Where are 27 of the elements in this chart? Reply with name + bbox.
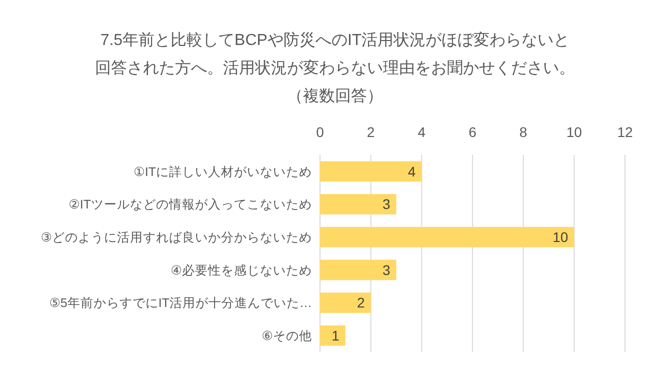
chart-subtitle: （複数回答） [287,87,383,105]
x-tick-label: 10 [566,124,582,140]
x-tick-label: 6 [468,124,477,140]
data-label: 2 [357,294,366,311]
y-tick-label: ⑥その他 [262,328,312,343]
bar [320,325,346,346]
x-tick-label: 8 [519,124,528,140]
y-tick-label: ①ITに詳しい人材がいないため [134,164,312,179]
bar [320,260,396,280]
y-tick-label: ④必要性を感じないため [170,263,312,278]
bar [320,194,396,214]
data-label: 3 [382,196,390,212]
x-tick-label: 12 [617,124,633,140]
x-tick-label: 2 [366,124,375,140]
data-label: 4 [408,163,416,180]
bar [320,161,422,182]
y-tick-label: ③どのように活用すれば良いか分からないため [40,230,312,244]
x-tick-label: 4 [418,124,426,140]
bar [320,226,574,248]
data-label: 1 [332,327,340,344]
y-tick-label: ⑤5年前からすでにIT活用が十分進んでいた… [49,296,312,310]
data-label: 3 [382,262,390,278]
x-tick-label: 0 [316,124,324,140]
y-tick-label: ②ITツールなどの情報が入ってこないため [68,198,312,212]
data-label: 10 [552,228,568,245]
chart-title: 7.5年前と比較してBCPや防災へのIT活用状況がほぼ変わらないと回答された方へ。活用状況が変わらない理由をお聞かせください。 [95,31,575,77]
bar [320,292,371,313]
